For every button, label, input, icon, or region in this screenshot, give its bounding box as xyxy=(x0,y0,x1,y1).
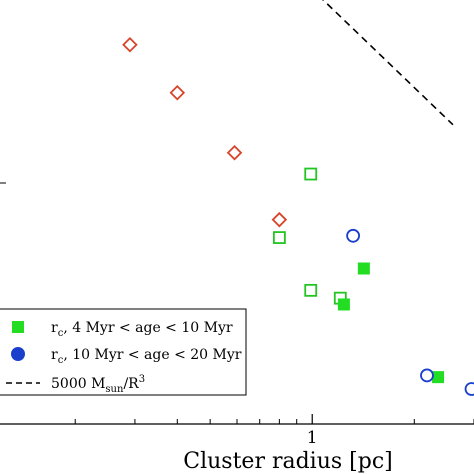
data-point xyxy=(304,283,318,297)
data-point xyxy=(271,211,288,228)
model-line xyxy=(322,0,454,126)
plot-axes: 1 xyxy=(0,182,474,448)
legend-entry-label: rc, 10 Myr < age < 20 Myr xyxy=(51,347,242,366)
data-point xyxy=(272,231,286,244)
data-point xyxy=(122,36,138,53)
data-point xyxy=(432,371,445,384)
model-line-layer xyxy=(322,0,454,126)
data-point xyxy=(226,144,243,161)
data-points-layer xyxy=(122,36,474,396)
legend-marker xyxy=(12,321,24,333)
data-point xyxy=(304,167,318,181)
series-hollow-diamond xyxy=(122,36,288,228)
data-point xyxy=(420,368,434,383)
series-hollow-circle xyxy=(346,228,474,396)
x-tick-label: 1 xyxy=(307,428,318,448)
data-point xyxy=(169,84,186,101)
legend: rc, 4 Myr < age < 10 Myr rc, 10 Myr < age… xyxy=(0,308,247,396)
data-point xyxy=(357,262,370,275)
legend-marker xyxy=(11,347,25,361)
data-point xyxy=(346,228,361,243)
legend-entry-label: 5000 Msun/R3 xyxy=(51,374,145,395)
legend-frame xyxy=(0,308,247,396)
legend-entry-label: rc, 4 Myr < age < 10 Myr xyxy=(51,320,233,339)
series-hollow-square xyxy=(272,167,347,305)
data-point xyxy=(337,298,350,311)
series-filled-square xyxy=(337,262,445,384)
x-axis-label: Cluster radius [pc] xyxy=(183,449,392,474)
data-point xyxy=(464,382,474,396)
